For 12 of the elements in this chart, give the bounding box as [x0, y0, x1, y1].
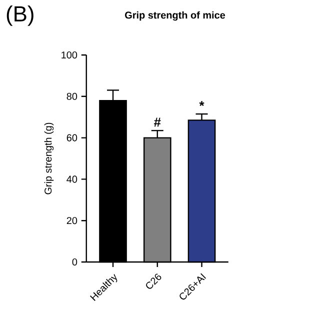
- chart-title: Grip strength of mice: [125, 11, 226, 21]
- x-tick-label: C26: [146, 274, 162, 289]
- annotation: #: [154, 118, 161, 127]
- y-tick-label: 60: [66, 134, 78, 142]
- y-tick-label: 100: [62, 51, 78, 59]
- y-axis-title: Grip strength (g): [44, 122, 54, 194]
- y-tick-label: 0: [72, 258, 78, 266]
- y-tick-label: 20: [66, 217, 78, 224]
- text: (B): [6, 6, 34, 26]
- y-tick-label: 40: [66, 176, 78, 183]
- annotation: *: [199, 101, 204, 106]
- y-tick-label: 80: [66, 92, 78, 100]
